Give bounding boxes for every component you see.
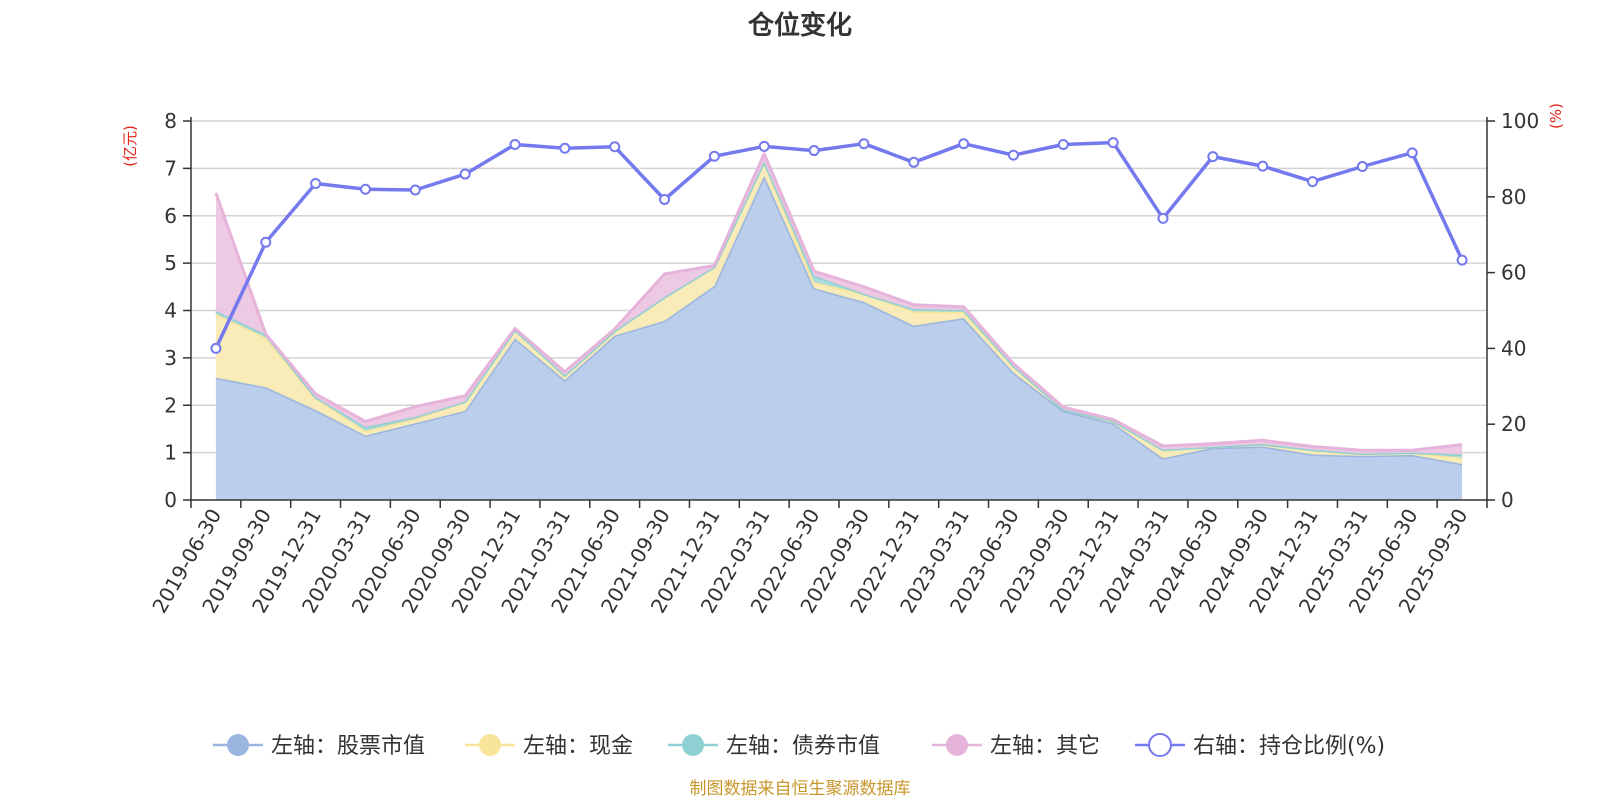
left-tick-label: 3 (164, 346, 177, 370)
legend-swatch-marker (227, 734, 249, 756)
holding-ratio-point[interactable] (858, 138, 870, 150)
left-tick-label: 7 (164, 156, 177, 180)
left-tick-label: 0 (164, 488, 177, 512)
stacked-areas (214, 152, 1463, 500)
legend-label: 左轴：其它 (990, 734, 1100, 759)
ratio-line (210, 137, 1468, 354)
data-source-note: 制图数据来自恒生聚源数据库 (690, 779, 911, 799)
right-tick-label: 0 (1501, 488, 1514, 512)
left-axis-unit: (亿元) (121, 125, 139, 167)
holding-ratio-point[interactable] (1257, 160, 1269, 172)
legend-swatch-marker (682, 734, 704, 756)
right-tick-label: 40 (1501, 336, 1526, 360)
legend-label: 左轴：债券市值 (726, 734, 880, 759)
holding-ratio-point[interactable] (310, 178, 322, 190)
legend-item-4[interactable]: 右轴：持仓比例(%) (1135, 733, 1385, 759)
left-tick-label: 6 (164, 204, 177, 228)
legend-item-1[interactable]: 左轴：现金 (465, 734, 633, 759)
right-tick-label: 60 (1501, 261, 1526, 285)
left-tick-label: 2 (164, 393, 177, 417)
legend-item-3[interactable]: 左轴：其它 (932, 734, 1100, 759)
holding-ratio-point[interactable] (659, 193, 671, 205)
legend-swatch-marker (1148, 733, 1172, 757)
right-axis-unit: (%) (1547, 103, 1565, 129)
holding-ratio-point[interactable] (758, 140, 770, 152)
holding-ratio-point[interactable] (1107, 137, 1119, 149)
holding-ratio-point[interactable] (1157, 212, 1169, 224)
holding-ratio-point[interactable] (1307, 176, 1319, 188)
legend-label: 左轴：股票市值 (271, 734, 425, 759)
right-tick-label: 20 (1501, 412, 1526, 436)
legend-swatch-marker (479, 734, 501, 756)
holding-ratio-point[interactable] (509, 138, 521, 150)
legend-swatch-marker (946, 734, 968, 756)
right-tick-label: 80 (1501, 185, 1526, 209)
left-tick-label: 1 (164, 441, 177, 465)
holding-ratio-point[interactable] (908, 156, 920, 168)
holding-ratio-point[interactable] (609, 141, 621, 153)
area-edge-series-3 (214, 152, 1463, 452)
holding-ratio-point[interactable] (1207, 151, 1219, 163)
legend-item-2[interactable]: 左轴：债券市值 (668, 734, 880, 759)
right-tick-label: 100 (1501, 109, 1539, 133)
holding-ratio-point[interactable] (359, 183, 371, 195)
holding-ratio-point[interactable] (260, 236, 272, 248)
area-fill-series-0 (215, 176, 1463, 500)
holding-ratio-point[interactable] (808, 145, 820, 157)
holding-ratio-point[interactable] (409, 184, 421, 196)
holding-ratio-line (214, 140, 1464, 350)
holding-ratio-point[interactable] (1456, 254, 1468, 266)
holding-ratio-point[interactable] (708, 150, 720, 162)
legend[interactable]: 左轴：股票市值 左轴：现金 左轴：债券市值 左轴：其它 右轴：持仓比例(%) (213, 733, 1385, 759)
holding-ratio-point[interactable] (559, 142, 571, 154)
holding-ratio-point[interactable] (958, 138, 970, 150)
left-tick-label: 5 (164, 251, 177, 275)
legend-item-0[interactable]: 左轴：股票市值 (213, 734, 425, 759)
holding-ratio-point[interactable] (1007, 149, 1019, 161)
holding-ratio-point[interactable] (1356, 160, 1368, 172)
holding-ratio-point[interactable] (459, 168, 471, 180)
holding-ratio-point[interactable] (210, 342, 222, 354)
chart-title: 仓位变化 (747, 10, 852, 41)
legend-label: 左轴：现金 (523, 734, 633, 759)
holding-ratio-point[interactable] (1057, 138, 1069, 150)
holding-ratio-point[interactable] (1406, 147, 1418, 159)
legend-label: 右轴：持仓比例(%) (1193, 734, 1385, 759)
left-tick-label: 4 (164, 299, 177, 323)
left-tick-label: 8 (164, 109, 177, 133)
